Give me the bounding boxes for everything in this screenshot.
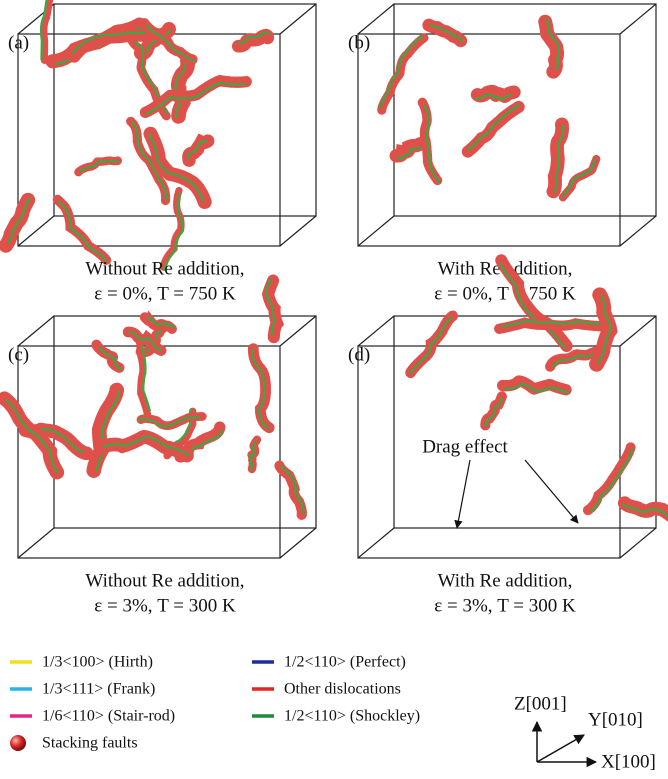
cube-front [18, 346, 280, 558]
cube-edge [358, 216, 394, 246]
annotation-arrow [525, 460, 578, 523]
cube-edge [280, 216, 316, 246]
panel-label: (c) [8, 344, 29, 365]
stacking-fault [467, 107, 519, 152]
panel: (d) With Re addition, ε = 3%, T = 300 K [348, 260, 668, 616]
stacking-fault [178, 61, 187, 117]
legend-label: Other dislocations [284, 681, 401, 698]
stacking-fault [100, 437, 187, 456]
panel-caption: ε = 0%, T = 750 K [94, 283, 236, 304]
panel-caption: Without Re addition, [85, 258, 244, 279]
panel-label: (b) [348, 32, 370, 53]
cube-edge [358, 528, 394, 558]
panel-caption: ε = 3%, T = 300 K [434, 595, 576, 616]
stacking-fault [429, 25, 462, 42]
panel: (c) Without Re addition, ε = 3%, T = 300 K [5, 278, 317, 616]
stacking-fault [382, 38, 424, 110]
panel-caption: ε = 3%, T = 300 K [94, 595, 236, 616]
legend-label: 1/2<110> (Shockley) [284, 708, 420, 725]
axis-y: Y[010] [588, 709, 643, 730]
stacking-fault [422, 102, 437, 180]
panel-caption: Without Re addition, [85, 570, 244, 591]
legend-label: 1/3<111> (Frank) [42, 681, 155, 698]
panel-label: (a) [8, 32, 29, 53]
figure: (a) Without Re addition, ε = 0%, T = 750 K… [0, 0, 668, 779]
panel-caption: With Re addition, [438, 570, 573, 591]
stacking-fault [563, 159, 596, 197]
cube-edge [620, 216, 656, 246]
legend-label: Stacking faults [42, 735, 138, 752]
stacking-fault [94, 389, 117, 470]
cube-back [394, 4, 656, 216]
legend-label: 1/6<110> (Stair-rod) [42, 708, 175, 725]
legend-label: 1/3<100> (Hirth) [42, 654, 153, 671]
stacking-fault [280, 466, 302, 515]
axis-x: X[100] [601, 751, 656, 772]
legend-marker [10, 735, 26, 751]
panel-caption: ε = 0%, T = 750 K [434, 283, 576, 304]
axis-z: Z[001] [514, 693, 567, 714]
panel: (a) Without Re addition, ε = 0%, T = 750 K [6, 0, 316, 304]
cube-edge [18, 316, 54, 346]
cube-edge [358, 4, 394, 34]
cube-edge [280, 316, 316, 346]
legend-label: 1/2<110> (Perfect) [284, 654, 406, 671]
cube-edge [18, 528, 54, 558]
stacking-fault [253, 349, 270, 429]
cube-edge [280, 4, 316, 34]
annotation-arrow [457, 460, 470, 528]
annotation: Drag effect [422, 436, 508, 457]
cube-edge [620, 4, 656, 34]
cube-edge [620, 528, 656, 558]
cube-edge [358, 316, 394, 346]
stacking-fault [553, 124, 562, 192]
panel-label: (d) [348, 344, 370, 365]
cube-edge [620, 316, 656, 346]
stacking-fault [545, 20, 557, 71]
cube-edge [280, 528, 316, 558]
